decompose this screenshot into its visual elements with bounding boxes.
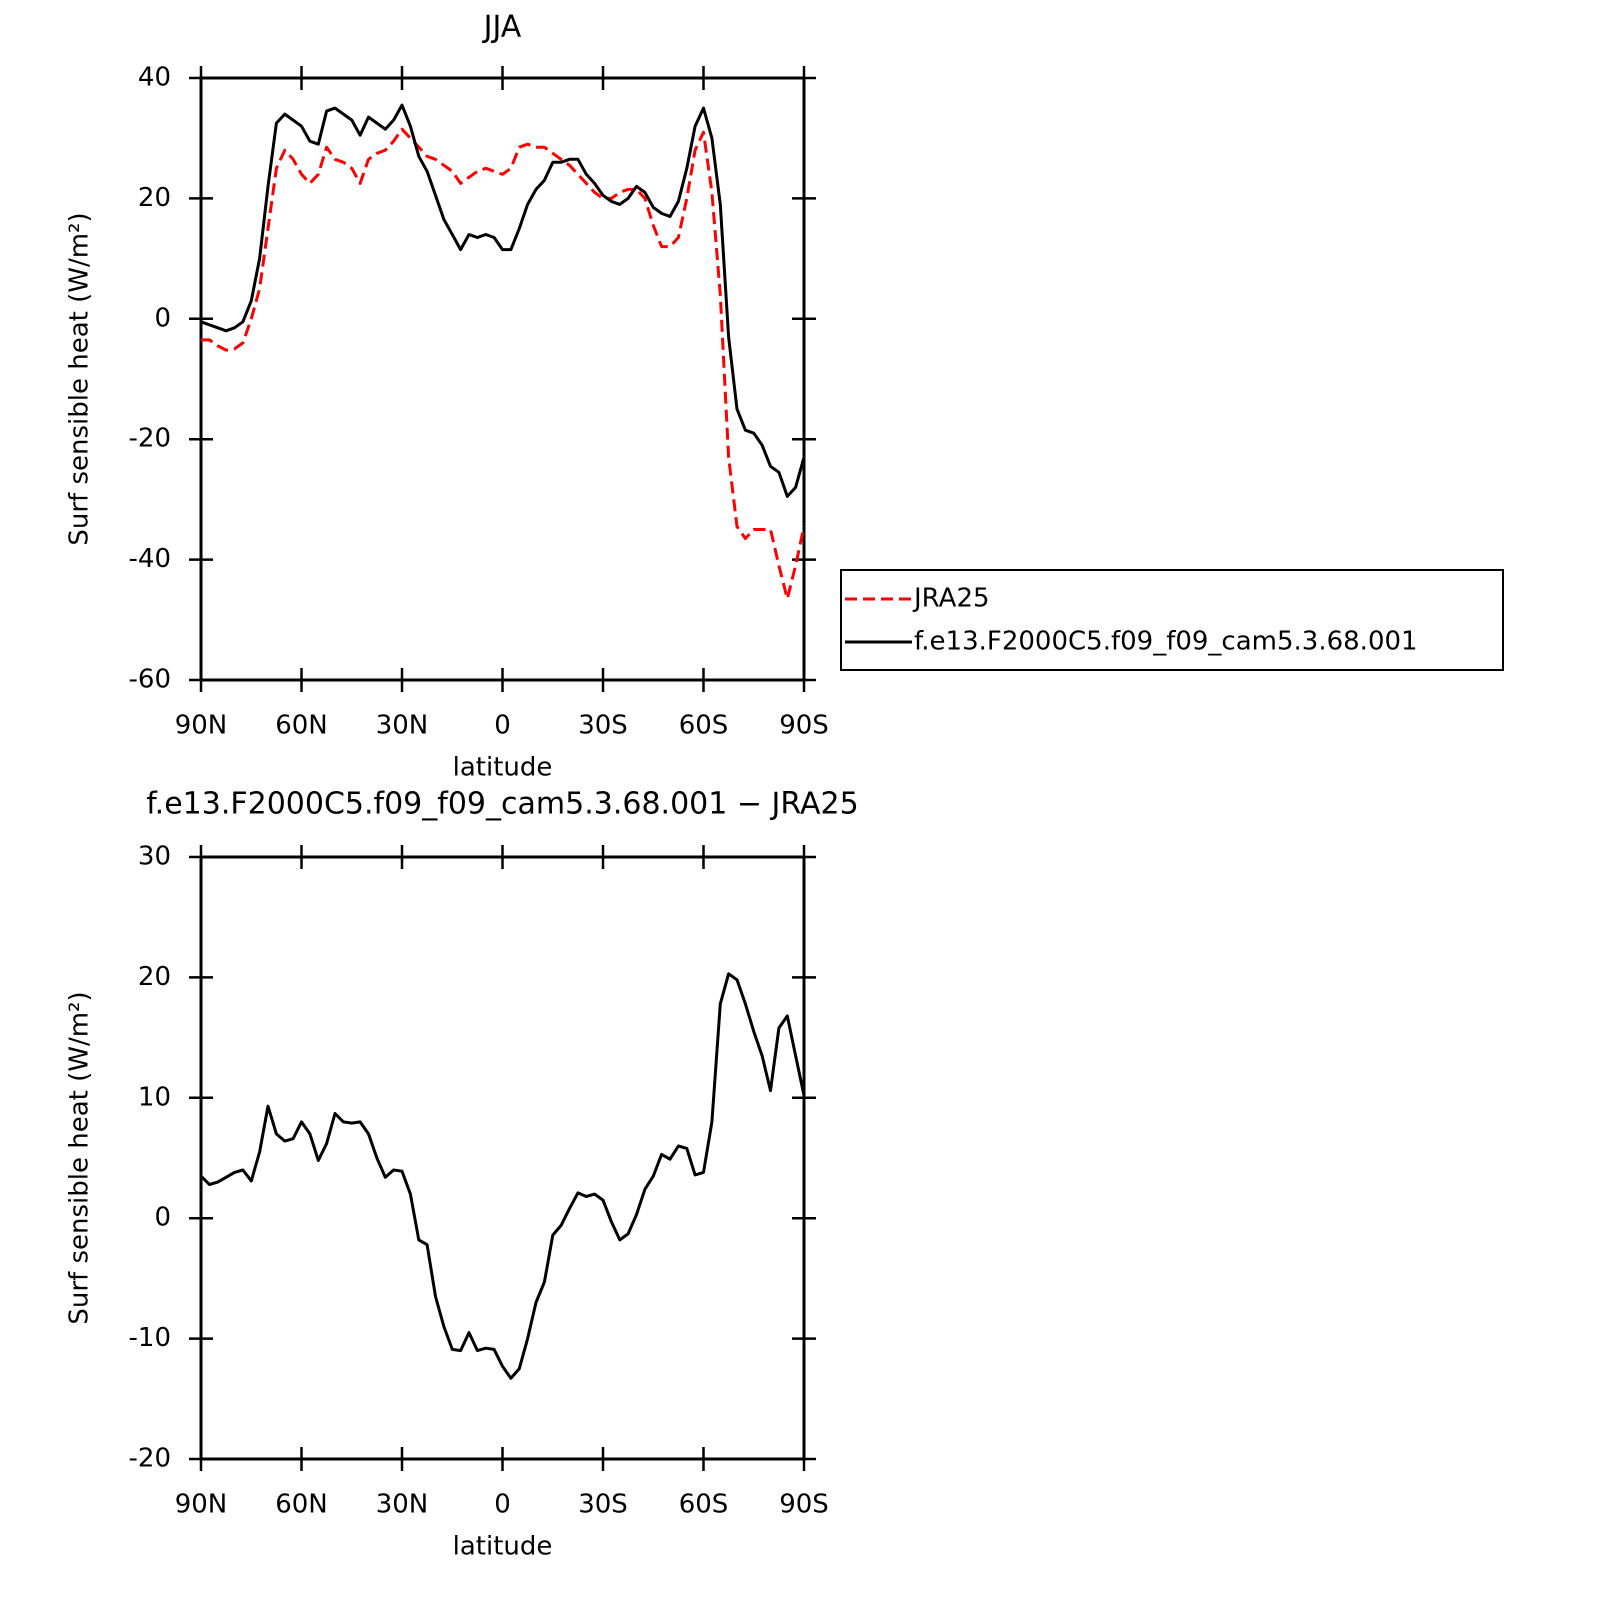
y-tick-label: 20 [138,183,171,213]
chart-title: JJA [482,10,522,45]
x-tick-label: 60N [275,1490,328,1520]
x-tick-label: 60N [275,711,328,741]
y-tick-label: -20 [129,1444,171,1474]
y-tick-label: -60 [129,665,171,695]
data-line [200,103,806,498]
y-tick-label: 10 [138,1082,171,1112]
y-axis-label: Surf sensible heat (W/m²) [65,991,95,1324]
data-line [199,972,806,1380]
x-tick-label: 30S [578,711,628,741]
x-tick-label: 90S [779,1490,829,1520]
x-tick-label: 90N [175,1490,228,1520]
y-tick-label: -40 [129,544,171,574]
y-axis-label: Surf sensible heat (W/m²) [65,212,95,545]
x-tick-label: 0 [494,711,511,741]
x-tick-label: 90N [175,711,228,741]
x-tick-label: 30N [376,711,429,741]
y-tick-label: -20 [129,424,171,454]
legend-label: f.e13.F2000C5.f09_f09_cam5.3.68.001 [914,627,1418,657]
x-axis-label: latitude [453,753,553,783]
y-tick-label: 20 [138,962,171,992]
data-line [201,127,806,601]
y-tick-label: -10 [129,1323,171,1353]
y-tick-label: 30 [138,842,171,872]
x-tick-label: 30N [376,1490,429,1520]
x-axis-label: latitude [453,1532,553,1562]
y-tick-label: 0 [154,303,171,333]
x-tick-label: 30S [578,1490,628,1520]
y-tick-label: 0 [154,1203,171,1233]
x-tick-label: 90S [779,711,829,741]
y-tick-label: 40 [138,63,171,93]
x-tick-label: 60S [679,711,729,741]
legend-box [840,569,1504,671]
chart-title: f.e13.F2000C5.f09_f09_cam5.3.68.001 − JR… [146,787,858,822]
plot-frame [199,76,806,682]
legend-label: JRA25 [912,584,990,614]
x-tick-label: 0 [494,1490,511,1520]
x-tick-label: 60S [679,1490,729,1520]
